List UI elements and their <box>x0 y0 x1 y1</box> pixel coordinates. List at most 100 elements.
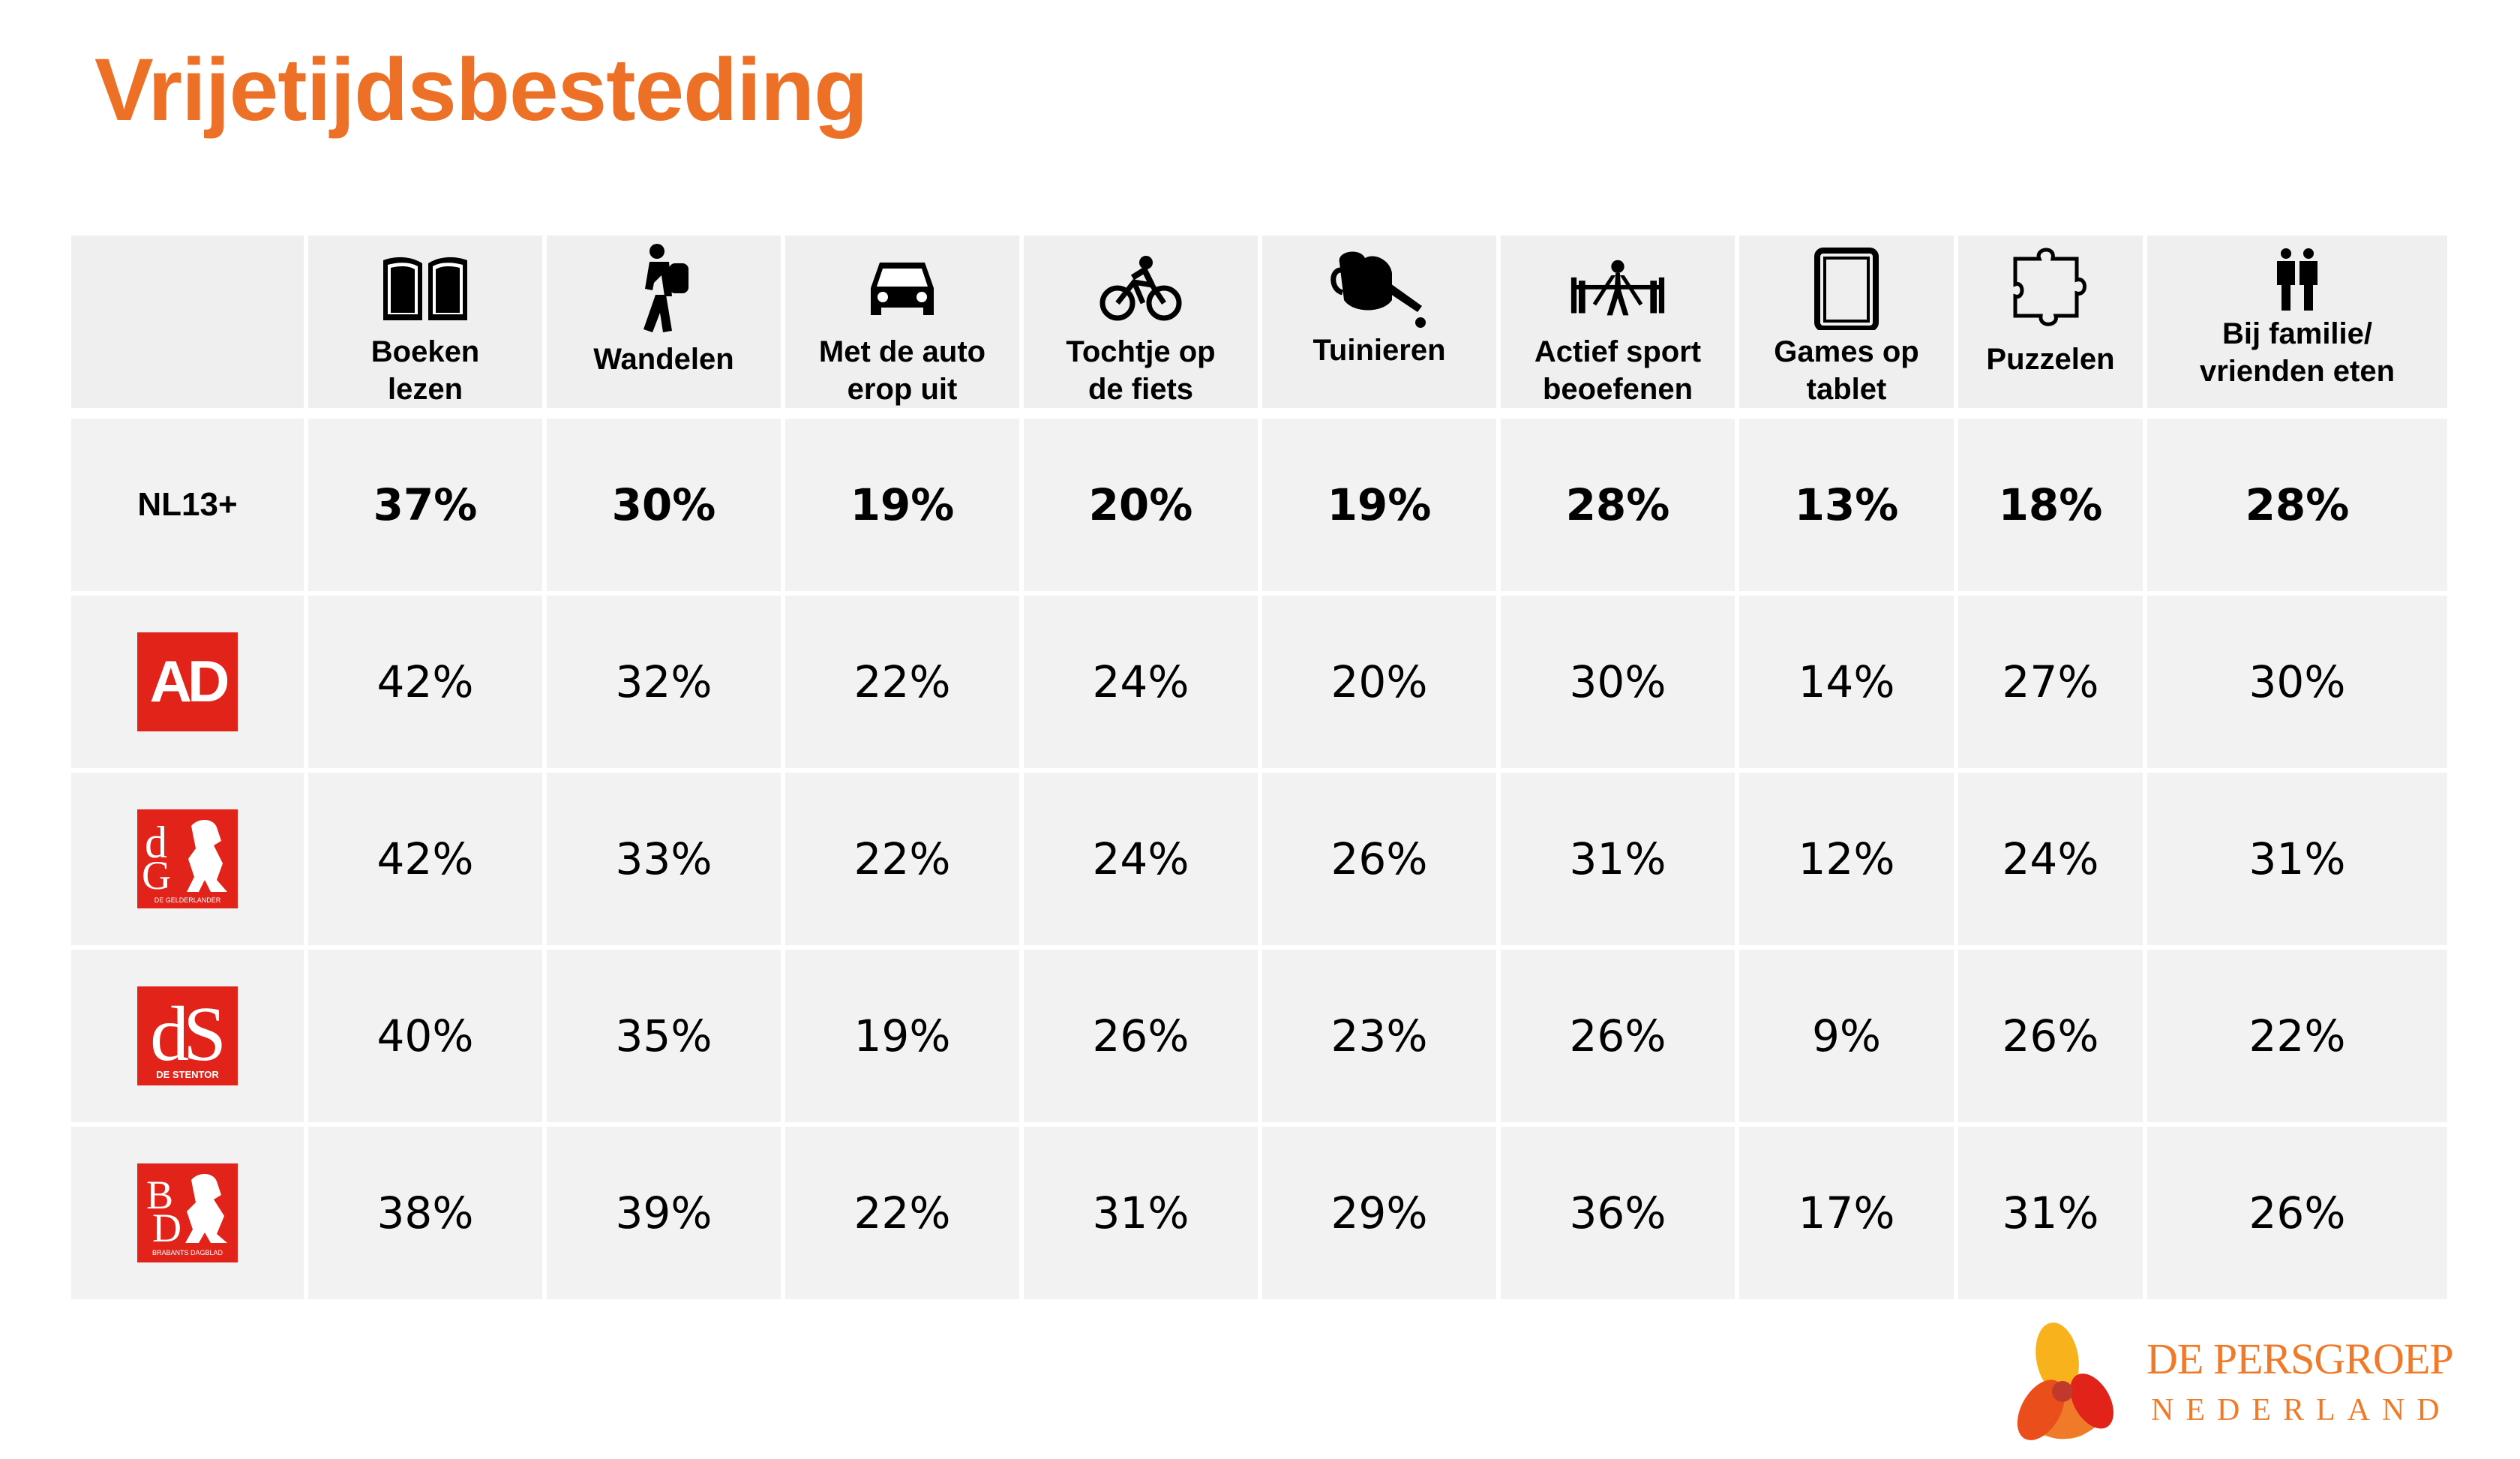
header-label: Tuinieren <box>1312 334 1446 367</box>
header-family: Bij familie/ vrienden eten <box>2147 236 2447 408</box>
svg-text:dS: dS <box>150 991 222 1077</box>
header-sport: Actief sport beoefenen <box>1501 236 1735 408</box>
watering-can-icon <box>1330 248 1428 330</box>
table-row: B D BRABANTS DAGBLAD 38% 39% 22% 31% 29% 3… <box>71 1127 2453 1299</box>
persgroep-flower-logo <box>1988 1320 2438 1455</box>
svg-text:d: d <box>145 818 167 867</box>
value-cell: 30% <box>1501 596 1735 768</box>
value-cell: 22% <box>2147 950 2447 1122</box>
value-cell: 31% <box>2147 773 2447 945</box>
row-label-stentor: dS DE STENTOR <box>71 950 304 1122</box>
value-cell: 18% <box>1958 419 2143 591</box>
header-corner-cell <box>71 236 304 408</box>
svg-text:G: G <box>142 853 171 898</box>
leisure-table: Boeken lezen Wandelen Met de auto erop u… <box>71 236 2453 1304</box>
value-cell: 31% <box>1501 773 1735 945</box>
hiker-icon <box>615 244 712 332</box>
header-label: Tochtje op de fiets <box>1066 335 1216 406</box>
header-books: Boeken lezen <box>308 236 542 408</box>
value-cell: 9% <box>1739 950 1954 1122</box>
weightlifter-icon <box>1569 248 1666 330</box>
value-cell: 14% <box>1739 596 1954 768</box>
value-cell: 30% <box>547 419 781 591</box>
ad-logo: AD <box>137 632 238 731</box>
value-cell: 30% <box>2147 596 2447 768</box>
value-cell: 39% <box>547 1127 781 1299</box>
header-gardening: Tuinieren <box>1262 236 1496 408</box>
value-cell: 19% <box>785 950 1019 1122</box>
svg-text:BRABANTS DAGBLAD: BRABANTS DAGBLAD <box>152 1249 224 1256</box>
value-cell: 24% <box>1958 773 2143 945</box>
svg-text:AD: AD <box>150 652 228 712</box>
brabants-dagblad-logo: B D BRABANTS DAGBLAD <box>137 1163 238 1262</box>
value-cell: 29% <box>1262 1127 1496 1299</box>
value-cell: 28% <box>1501 419 1735 591</box>
value-cell: 37% <box>308 419 542 591</box>
svg-text:D: D <box>152 1205 182 1250</box>
row-label-ad: AD <box>71 596 304 768</box>
row-label-gelderlander: d G DE GELDERLANDER <box>71 773 304 945</box>
header-label: Bij familie/ vrienden eten <box>2199 317 2396 388</box>
value-cell: 35% <box>547 950 781 1122</box>
value-cell: 22% <box>785 773 1019 945</box>
value-cell: 24% <box>1024 596 1258 768</box>
header-cycling: Tochtje op de fiets <box>1024 236 1258 408</box>
svg-text:DE GELDERLANDER: DE GELDERLANDER <box>154 896 221 904</box>
value-cell: 26% <box>1262 773 1496 945</box>
value-cell: 23% <box>1262 950 1496 1122</box>
value-cell: 26% <box>1501 950 1735 1122</box>
table-row: dS DE STENTOR 40% 35% 19% 26% 23% 26% 9% … <box>71 950 2453 1122</box>
value-cell: 19% <box>1262 419 1496 591</box>
svg-text:B: B <box>146 1172 173 1217</box>
header-label: Boeken lezen <box>370 335 480 406</box>
tablet-icon <box>1798 248 1895 330</box>
header-label: Puzzelen <box>1986 343 2115 376</box>
table-row: NL13+ 37% 30% 19% 20% 19% 28% 13% 18% 28… <box>71 419 2453 591</box>
value-cell: 26% <box>1024 950 1258 1122</box>
value-cell: 26% <box>2147 1127 2447 1299</box>
table-row: d G DE GELDERLANDER 42% 33% 22% 24% 26% 31… <box>71 773 2453 945</box>
value-cell: 22% <box>785 1127 1019 1299</box>
table-header-row: Boeken lezen Wandelen Met de auto erop u… <box>71 236 2453 408</box>
value-cell: 13% <box>1739 419 1954 591</box>
brand-subname: NEDERLAND <box>2151 1393 2452 1427</box>
header-label: Actief sport beoefenen <box>1534 335 1702 406</box>
svg-text:DE STENTOR: DE STENTOR <box>156 1069 219 1080</box>
puzzle-icon <box>2002 248 2099 330</box>
value-cell: 28% <box>2147 419 2447 591</box>
row-label-brabants-dagblad: B D BRABANTS DAGBLAD <box>71 1127 304 1299</box>
value-cell: 31% <box>1958 1127 2143 1299</box>
car-icon <box>854 248 951 330</box>
value-cell: 42% <box>308 773 542 945</box>
value-cell: 17% <box>1739 1127 1954 1299</box>
header-label: Wandelen <box>593 343 734 376</box>
header-puzzles: Puzzelen <box>1958 236 2143 408</box>
value-cell: 38% <box>308 1127 542 1299</box>
book-icon <box>376 248 474 330</box>
table-row: AD 42% 32% 22% 24% 20% 30% 14% 27% 30% <box>71 596 2453 768</box>
value-cell: 33% <box>547 773 781 945</box>
value-cell: 31% <box>1024 1127 1258 1299</box>
brand-name: DE PERSGROEP <box>2146 1334 2454 1383</box>
value-cell: 22% <box>785 596 1019 768</box>
value-cell: 26% <box>1958 950 2143 1122</box>
value-cell: 36% <box>1501 1127 1735 1299</box>
header-label: Met de auto erop uit <box>818 335 986 406</box>
header-label: Games op tablet <box>1774 335 1919 406</box>
value-cell: 24% <box>1024 773 1258 945</box>
value-cell: 40% <box>308 950 542 1122</box>
value-cell: 27% <box>1958 596 2143 768</box>
value-cell: 12% <box>1739 773 1954 945</box>
value-cell: 20% <box>1262 596 1496 768</box>
row-label-nl13: NL13+ <box>71 419 304 591</box>
family-icon <box>2248 248 2346 312</box>
value-cell: 19% <box>785 419 1019 591</box>
gelderlander-logo: d G DE GELDERLANDER <box>137 809 238 908</box>
header-games: Games op tablet <box>1739 236 1954 408</box>
page-title: Vrijetijdsbesteding <box>94 41 868 140</box>
value-cell: 20% <box>1024 419 1258 591</box>
value-cell: 42% <box>308 596 542 768</box>
value-cell: 32% <box>547 596 781 768</box>
cyclist-icon <box>1092 248 1190 330</box>
stentor-logo: dS DE STENTOR <box>137 986 238 1085</box>
